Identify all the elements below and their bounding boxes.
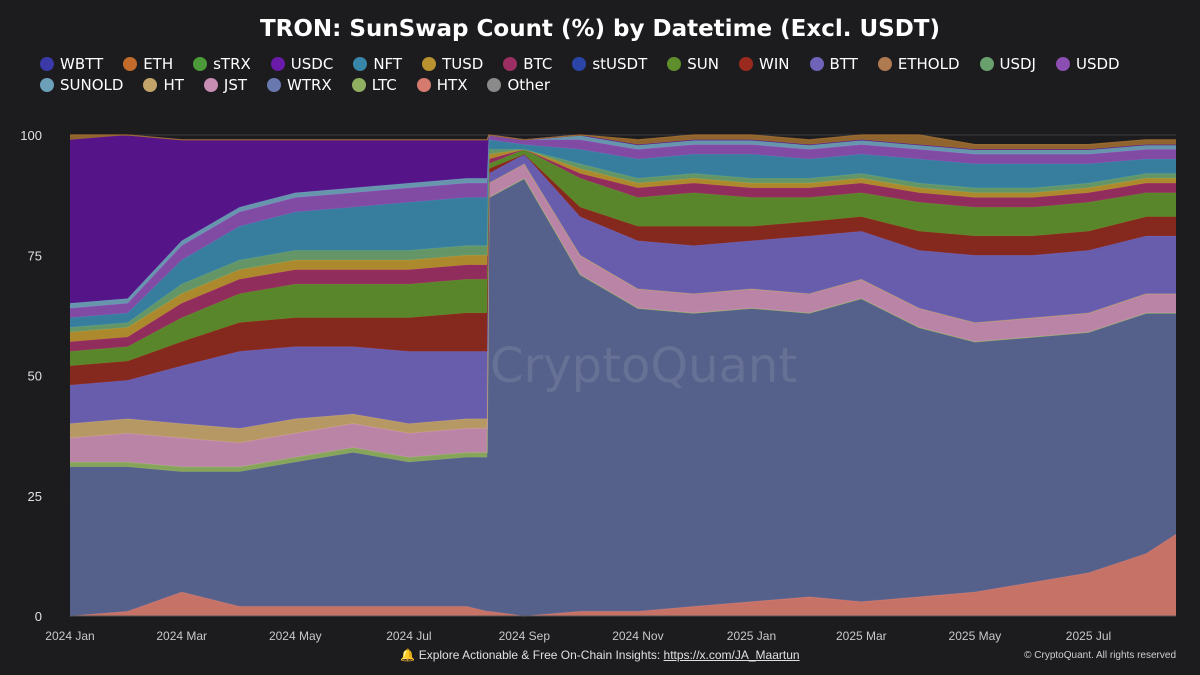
y-tick-label: 0 <box>35 609 42 624</box>
legend-item-win[interactable]: WIN <box>739 54 790 73</box>
legend-swatch <box>979 56 994 71</box>
legend-swatch <box>123 56 138 71</box>
x-tick-label: 2025 Jul <box>1066 629 1111 643</box>
legend-label: USDC <box>290 54 334 73</box>
legend-label: NFT <box>373 54 403 73</box>
area-win <box>70 154 1176 386</box>
legend-item-nft[interactable]: NFT <box>353 54 402 73</box>
x-tick-label: 2024 Nov <box>612 629 663 643</box>
y-tick-label: 25 <box>28 489 42 504</box>
y-tick-label: 100 <box>20 128 42 143</box>
legend-label: HTX <box>436 75 468 94</box>
chart-title: TRON: SunSwap Count (%) by Datetime (Exc… <box>259 16 940 42</box>
legend-swatch <box>193 56 208 71</box>
legend-swatch <box>572 56 587 71</box>
area-nft <box>70 139 1176 328</box>
legend-swatch <box>1055 56 1070 71</box>
legend-item-sun[interactable]: SUN <box>667 54 719 73</box>
area-htx <box>70 534 1176 616</box>
legend-item-other[interactable]: Other <box>487 75 550 94</box>
legend-swatch <box>503 56 518 71</box>
legend-label: USDJ <box>999 54 1036 73</box>
legend-swatch <box>667 56 682 71</box>
area-sunold <box>70 135 1176 309</box>
legend-item-wbtt[interactable]: WBTT <box>40 54 103 73</box>
legend-label: WBTT <box>60 54 104 73</box>
area-usdc <box>70 135 1176 304</box>
x-tick-label: 2024 Sep <box>499 629 551 643</box>
legend-label: WIN <box>759 54 790 73</box>
legend-swatch <box>40 77 54 92</box>
x-tick-label: 2024 Jan <box>45 629 94 643</box>
footer-text: Explore Actionable & Free On-Chain Insig… <box>418 648 661 662</box>
legend-swatch <box>809 56 824 71</box>
footer-link[interactable]: https://x.com/JA_Maartun <box>663 648 800 662</box>
legend-item-ht[interactable]: HT <box>143 75 184 94</box>
legend-item-tusd[interactable]: TUSD <box>422 54 483 73</box>
bell-icon: 🔔 <box>400 648 416 662</box>
x-tick-label: 2024 May <box>269 629 322 643</box>
x-tick-label: 2025 May <box>949 629 1002 643</box>
legend-label: USDD <box>1075 54 1120 73</box>
legend-swatch <box>422 56 437 71</box>
legend-swatch <box>40 56 54 71</box>
legend-label: HT <box>163 75 184 94</box>
legend-item-usdd[interactable]: USDD <box>1055 54 1120 73</box>
legend-label: LTC <box>371 75 397 94</box>
legend-swatch <box>739 56 754 71</box>
legend-item-usdj[interactable]: USDJ <box>979 54 1036 73</box>
legend-label: TUSD <box>442 54 484 73</box>
legend-item-eth[interactable]: ETH <box>123 54 173 73</box>
y-tick-label: 50 <box>28 369 42 384</box>
legend-swatch <box>270 56 285 71</box>
area-wtrx <box>70 178 1176 617</box>
copyright: © CryptoQuant. All rights reserved <box>1024 650 1176 661</box>
legend-swatch <box>416 77 431 92</box>
x-tick-label: 2025 Mar <box>836 629 887 643</box>
legend-label: WTRX <box>287 75 332 94</box>
legend-item-btt[interactable]: BTT <box>809 54 858 73</box>
legend-item-htx[interactable]: HTX <box>416 75 468 94</box>
legend-swatch <box>203 77 218 92</box>
legend-item-wtrx[interactable]: WTRX <box>267 75 332 94</box>
line-ethold <box>70 134 1176 146</box>
legend-label: ETH <box>143 54 174 73</box>
area-sun <box>70 149 1176 366</box>
legend-swatch <box>877 56 892 71</box>
y-tick-label: 75 <box>28 248 42 263</box>
legend-item-stusdt[interactable]: stUSDT <box>572 54 647 73</box>
legend-label: SUNOLD <box>60 75 124 94</box>
area-ethold <box>70 135 1176 150</box>
legend-label: BTC <box>523 54 553 73</box>
area-btc <box>70 149 1176 352</box>
footer: 🔔 Explore Actionable & Free On-Chain Ins… <box>0 648 1200 662</box>
x-tick-label: 2024 Mar <box>156 629 207 643</box>
legend-item-sunold[interactable]: SUNOLD <box>40 75 123 94</box>
legend-item-ltc[interactable]: LTC <box>351 75 397 94</box>
area-btt <box>70 154 1176 429</box>
legend-swatch <box>487 77 502 92</box>
chart-legend: WBTT ETH sTRX USDC NFT TUSD BTC stUSDT SUN WIN BTT… <box>40 54 1180 94</box>
legend-item-ethold[interactable]: ETHOLD <box>877 54 960 73</box>
legend-label: Other <box>507 75 551 94</box>
legend-label: SUN <box>687 54 720 73</box>
x-tick-label: 2025 Jan <box>727 629 776 643</box>
legend-swatch <box>351 77 366 92</box>
legend-label: sTRX <box>213 54 251 73</box>
x-tick-label: 2024 Jul <box>386 629 431 643</box>
legend-label: stUSDT <box>592 54 648 73</box>
legend-swatch <box>353 56 368 71</box>
legend-label: BTT <box>829 54 858 73</box>
legend-item-btc[interactable]: BTC <box>503 54 552 73</box>
legend-item-jst[interactable]: JST <box>203 75 247 94</box>
legend-item-strx[interactable]: sTRX <box>193 54 251 73</box>
legend-label: ETHOLD <box>897 54 960 73</box>
legend-item-usdc[interactable]: USDC <box>270 54 334 73</box>
legend-label: JST <box>223 75 247 94</box>
legend-swatch <box>143 77 158 92</box>
legend-swatch <box>267 77 281 92</box>
